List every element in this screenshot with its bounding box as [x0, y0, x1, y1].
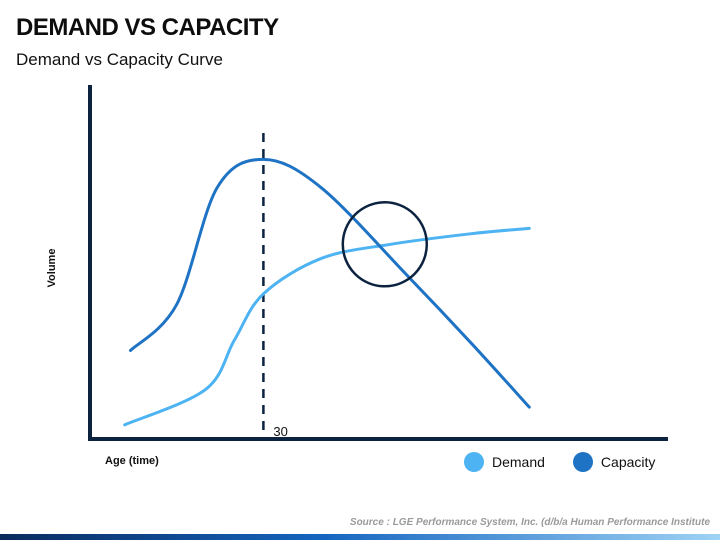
y-axis-label: Volume: [46, 248, 58, 288]
source-note: Source : LGE Performance System, Inc. (d…: [349, 517, 710, 528]
legend-label-capacity: Capacity: [600, 454, 656, 470]
demand-line: [123, 226, 531, 427]
intersection-circle: [341, 201, 429, 288]
footer-bar: [0, 534, 720, 540]
age-30-label: 30: [273, 424, 287, 439]
capacity-swatch-icon: [572, 452, 593, 472]
capacity-line: [128, 157, 531, 409]
legend-item-demand: Demand: [464, 452, 545, 472]
page-title: DEMAND VS CAPACITY: [16, 14, 279, 41]
legend: Demand Capacity: [464, 452, 655, 472]
legend-label-demand: Demand: [492, 454, 545, 470]
legend-item-capacity: Capacity: [572, 452, 656, 472]
page-subtitle: Demand vs Capacity Curve: [16, 50, 223, 69]
demand-swatch-icon: [464, 452, 484, 472]
x-axis-label: Age (time): [105, 455, 159, 467]
